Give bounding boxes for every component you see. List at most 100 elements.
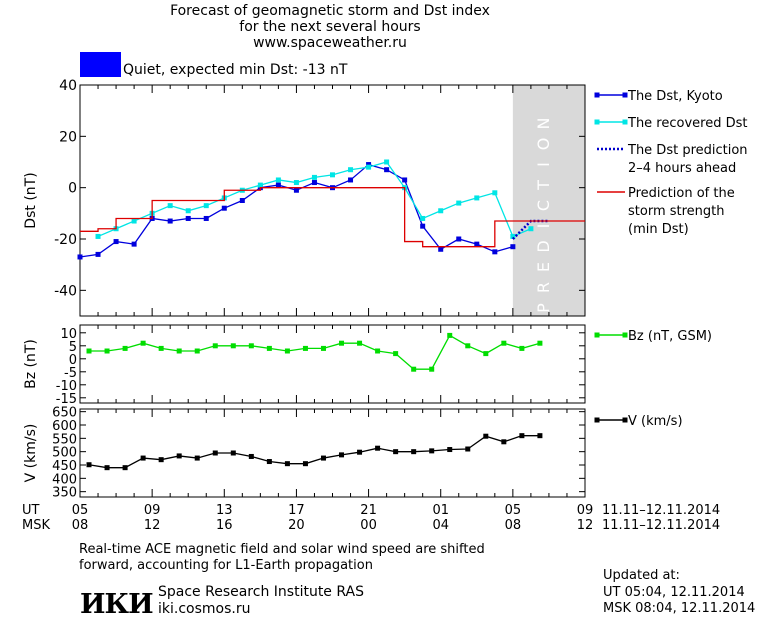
data-point — [203, 215, 209, 221]
data-point — [266, 459, 272, 465]
data-point — [158, 457, 164, 463]
data-point — [393, 351, 399, 357]
legend-entry-label: The recovered Dst — [627, 116, 747, 131]
data-point — [339, 340, 345, 346]
series-line — [88, 435, 540, 469]
plot-frame — [79, 324, 586, 404]
plot-frame — [79, 408, 586, 498]
data-point — [275, 182, 281, 188]
data-point — [122, 345, 128, 351]
y-tick-label: 0 — [68, 181, 77, 197]
data-point — [167, 203, 173, 209]
series-line — [97, 161, 532, 238]
data-point — [248, 453, 254, 459]
data-point — [302, 345, 308, 351]
data-point — [311, 180, 317, 186]
legend-entry-marker — [594, 92, 600, 98]
iki-logo: ИКИ — [80, 589, 154, 620]
data-point — [366, 164, 372, 170]
data-point — [140, 455, 146, 461]
data-point — [275, 177, 281, 183]
data-point — [366, 162, 372, 168]
data-point — [420, 215, 426, 221]
y-tick-label: 400 — [52, 472, 77, 487]
updated-ut: UT 05:04, 12.11.2014 — [603, 585, 745, 600]
data-point — [438, 246, 444, 252]
legend-entry-label: 2–4 hours ahead — [628, 161, 736, 176]
legend-entry-bz-label: Bz (nT, GSM) — [628, 329, 712, 344]
y-tick-label: 500 — [52, 446, 77, 461]
data-point — [140, 340, 146, 346]
chart-title-block: Forecast of geomagnetic storm and Dst in… — [140, 3, 520, 51]
y-tick-label: -20 — [54, 232, 77, 248]
ut-tick-label: 05 — [72, 503, 89, 518]
legend-entry-label: The Dst, Kyoto — [627, 89, 723, 104]
data-point — [185, 208, 191, 214]
y-tick-label: 550 — [52, 432, 77, 447]
ut-tick-label: 05 — [505, 503, 522, 518]
data-point — [483, 433, 489, 439]
data-point — [330, 172, 335, 178]
legend-entry-marker — [622, 92, 628, 98]
data-point — [510, 233, 516, 239]
data-point — [447, 332, 453, 338]
data-point — [86, 462, 92, 468]
data-point — [311, 174, 317, 180]
ut-axis-label: UT — [22, 503, 40, 518]
data-point — [348, 167, 354, 173]
y-tick-label: 10 — [60, 327, 77, 342]
data-point — [438, 208, 444, 214]
data-point — [456, 236, 462, 242]
data-point — [194, 455, 200, 461]
data-point — [393, 449, 399, 455]
data-point — [95, 251, 101, 257]
data-point — [257, 182, 263, 188]
prediction-label-letter: C — [534, 200, 553, 211]
data-point — [266, 345, 272, 351]
data-point — [429, 448, 435, 454]
msk-date-range: 11.11–12.11.2014 — [602, 518, 720, 533]
status-color-swatch — [80, 52, 121, 77]
data-point — [348, 177, 354, 183]
data-point — [239, 198, 245, 203]
footnote-line1: Real-time ACE magnetic field and solar w… — [79, 542, 485, 557]
data-point — [429, 366, 435, 372]
y-tick-label: -5 — [64, 366, 77, 381]
y-tick-label: 0 — [69, 353, 77, 368]
chart-title-line2: for the next several hours — [239, 19, 421, 35]
data-point — [167, 218, 173, 224]
data-point — [212, 450, 218, 456]
data-point — [447, 447, 453, 453]
institute-website[interactable]: iki.cosmos.ru — [158, 601, 251, 617]
prediction-label-letter: E — [534, 262, 553, 272]
data-point — [465, 446, 471, 452]
updated-msk: MSK 08:04, 12.11.2014 — [603, 601, 756, 616]
msk-tick-label: 00 — [360, 518, 377, 533]
data-point — [176, 453, 182, 459]
legend-entry-bz-marker — [622, 332, 628, 338]
y-tick-label: 350 — [52, 486, 77, 501]
ut-tick-label: 13 — [216, 503, 233, 518]
data-point — [501, 340, 507, 346]
data-point — [402, 177, 408, 183]
data-point — [113, 239, 119, 245]
legend-entry-bz-marker — [594, 332, 600, 338]
data-point — [104, 348, 110, 354]
legend-entry-label: storm strength — [628, 204, 725, 219]
data-point — [293, 187, 299, 193]
data-point — [519, 433, 525, 439]
data-point — [456, 200, 462, 206]
data-point — [528, 226, 534, 232]
msk-tick-label: 20 — [288, 518, 305, 533]
prediction-label-letter: O — [534, 138, 553, 151]
data-point — [357, 340, 363, 346]
data-point — [203, 203, 209, 209]
data-point — [185, 215, 191, 221]
msk-axis-label: MSK — [22, 518, 50, 533]
data-point — [483, 351, 489, 357]
data-point — [492, 190, 498, 196]
y-tick-label: -40 — [54, 283, 77, 299]
data-point — [131, 218, 137, 224]
data-point — [221, 205, 227, 211]
